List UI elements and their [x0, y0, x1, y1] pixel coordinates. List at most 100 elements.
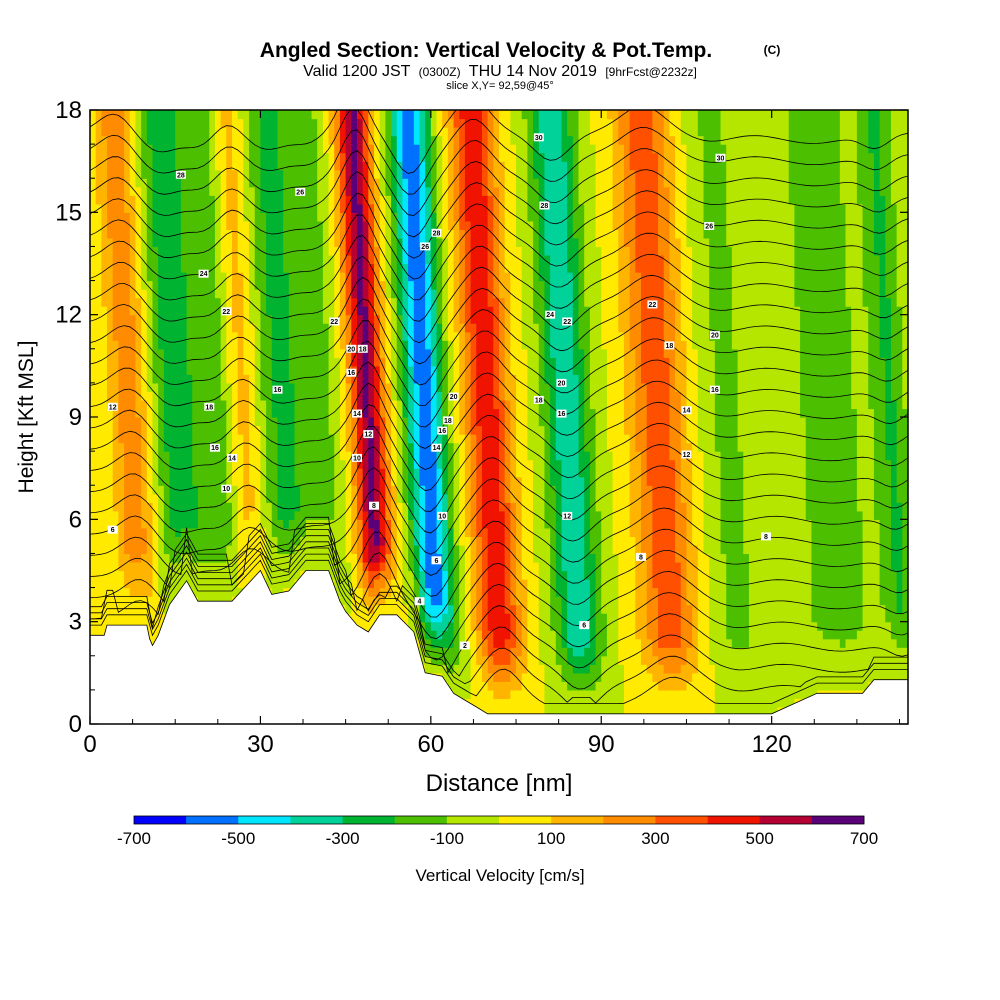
velocity-cell: [277, 502, 284, 512]
velocity-cell: [396, 365, 404, 375]
velocity-cell: [90, 510, 97, 520]
velocity-cell: [476, 203, 483, 213]
velocity-cell: [311, 110, 318, 120]
velocity-cell: [402, 186, 409, 196]
velocity-cell: [135, 536, 142, 546]
velocity-cell: [266, 340, 273, 350]
velocity-cell: [351, 382, 358, 393]
velocity-cell: [379, 399, 386, 410]
velocity-cell: [328, 323, 335, 333]
velocity-cell: [408, 604, 415, 614]
velocity-cell: [368, 391, 375, 401]
velocity-cell: [124, 553, 131, 563]
velocity-cell: [300, 110, 307, 120]
velocity-cell: [300, 468, 307, 478]
velocity-cell: [186, 254, 193, 265]
velocity-cell: [169, 510, 176, 520]
velocity-cell: [90, 357, 97, 367]
velocity-cell: [288, 169, 296, 179]
velocity-cell: [345, 425, 352, 435]
velocity-cell: [328, 280, 335, 290]
velocity-cell: [317, 510, 324, 520]
velocity-cell: [163, 408, 171, 418]
velocity-cell: [249, 331, 256, 341]
velocity-cell: [322, 459, 330, 469]
velocity-cell: [408, 434, 415, 444]
velocity-cell: [328, 178, 335, 188]
velocity-cell: [163, 485, 171, 495]
velocity-cell: [141, 502, 148, 512]
velocity-cell: [158, 579, 165, 589]
velocity-cell: [425, 587, 432, 597]
velocity-cell: [209, 553, 216, 563]
velocity-cell: [430, 365, 438, 375]
velocity-cell: [146, 348, 154, 358]
velocity-cell: [311, 118, 318, 128]
velocity-cell: [362, 289, 369, 299]
velocity-cell: [288, 152, 296, 162]
velocity-cell: [430, 220, 438, 230]
velocity-cell: [464, 152, 472, 162]
velocity-cell: [464, 195, 472, 205]
velocity-cell: [158, 587, 165, 597]
velocity-cell: [243, 246, 250, 256]
velocity-cell: [95, 297, 102, 307]
velocity-cell: [192, 220, 199, 230]
velocity-cell: [362, 144, 369, 154]
velocity-cell: [362, 237, 369, 248]
velocity-cell: [396, 485, 404, 495]
velocity-cell: [379, 263, 386, 273]
velocity-cell: [124, 263, 131, 273]
velocity-cell: [214, 220, 222, 230]
velocity-cell: [396, 186, 404, 196]
velocity-cell: [447, 647, 455, 657]
velocity-cell: [408, 118, 415, 128]
velocity-cell: [158, 476, 165, 486]
velocity-cell: [249, 365, 256, 375]
velocity-cell: [379, 118, 386, 128]
velocity-cell: [345, 280, 352, 290]
velocity-cell: [300, 493, 307, 503]
velocity-cell: [288, 254, 296, 265]
velocity-cell: [459, 297, 466, 307]
velocity-cell: [101, 604, 108, 614]
velocity-cell: [254, 365, 262, 375]
velocity-cell: [288, 203, 296, 213]
velocity-cell: [141, 331, 148, 341]
velocity-cell: [385, 169, 392, 179]
velocity-cell: [425, 621, 432, 631]
velocity-cell: [476, 681, 483, 691]
velocity-cell: [351, 561, 358, 572]
velocity-cell: [146, 544, 154, 555]
velocity-cell: [481, 596, 489, 606]
velocity-cell: [317, 306, 324, 316]
velocity-cell: [237, 476, 244, 486]
velocity-cell: [300, 348, 307, 358]
velocity-cell: [232, 579, 239, 589]
velocity-cell: [476, 212, 483, 222]
velocity-cell: [425, 570, 432, 580]
velocity-cell: [124, 246, 131, 256]
velocity-cell: [214, 596, 222, 606]
velocity-cell: [95, 161, 102, 171]
velocity-cell: [141, 434, 148, 444]
velocity-cell: [226, 468, 233, 478]
velocity-cell: [283, 331, 290, 341]
velocity-cell: [356, 169, 364, 179]
velocity-cell: [402, 468, 409, 478]
velocity-cell: [163, 399, 171, 410]
velocity-cell: [266, 459, 273, 469]
velocity-cell: [447, 613, 455, 623]
velocity-cell: [464, 570, 472, 580]
velocity-cell: [214, 527, 222, 537]
velocity-cell: [413, 561, 421, 572]
velocity-cell: [249, 425, 256, 435]
velocity-cell: [362, 536, 369, 546]
velocity-cell: [345, 604, 352, 614]
velocity-cell: [203, 178, 210, 188]
velocity-cell: [186, 186, 193, 196]
velocity-cell: [413, 229, 421, 239]
velocity-cell: [447, 289, 455, 299]
velocity-cell: [260, 263, 267, 273]
velocity-cell: [351, 502, 358, 512]
